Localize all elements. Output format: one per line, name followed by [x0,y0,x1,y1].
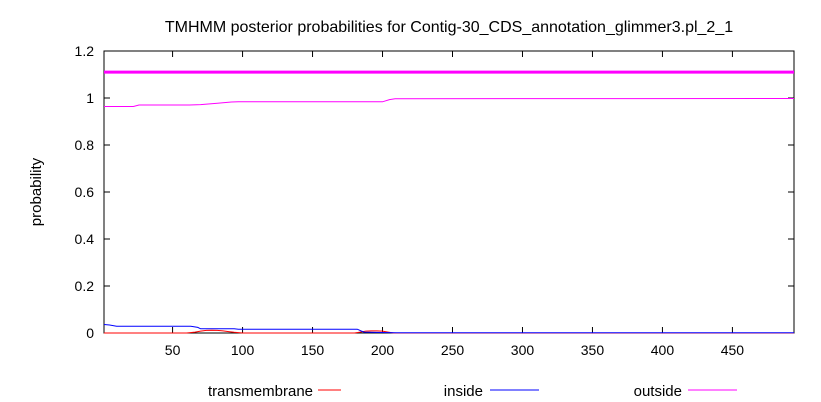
y-tick-label: 0.2 [75,278,95,294]
y-tick-label: 0.6 [75,184,95,200]
x-tick-label: 200 [371,342,395,358]
y-tick-label: 0.8 [75,137,95,153]
x-tick-label: 50 [165,342,181,358]
axis-ticks: 0 0.2 0.4 0.6 0.8 1 1.2 50 100 150 200 250 300 350 400… [75,43,794,358]
plot-frame [103,50,795,334]
x-tick-label: 100 [231,342,255,358]
legend-label-outside: outside [634,383,682,400]
x-tick-label: 450 [721,342,745,358]
x-tick-label: 300 [511,342,535,358]
y-axis-label: probability [28,157,45,226]
legend-label-transmembrane: transmembrane [208,383,313,400]
x-tick-label: 400 [651,342,675,358]
chart-title: TMHMM posterior probabilities for Contig… [165,19,733,36]
x-tick-label: 150 [301,342,325,358]
inside-line [103,324,794,334]
y-tick-label: 0.4 [75,231,95,247]
y-tick-label: 0 [86,325,94,341]
x-tick-label: 350 [581,342,605,358]
series-layer [103,70,795,334]
y-tick-label: 1 [86,90,94,106]
outside-line [104,98,795,107]
x-tick-label: 250 [441,342,465,358]
legend: transmembrane inside outside [208,383,737,400]
legend-label-inside: inside [444,383,483,400]
y-tick-label: 1.2 [75,43,95,59]
transmembrane-line [104,329,794,334]
